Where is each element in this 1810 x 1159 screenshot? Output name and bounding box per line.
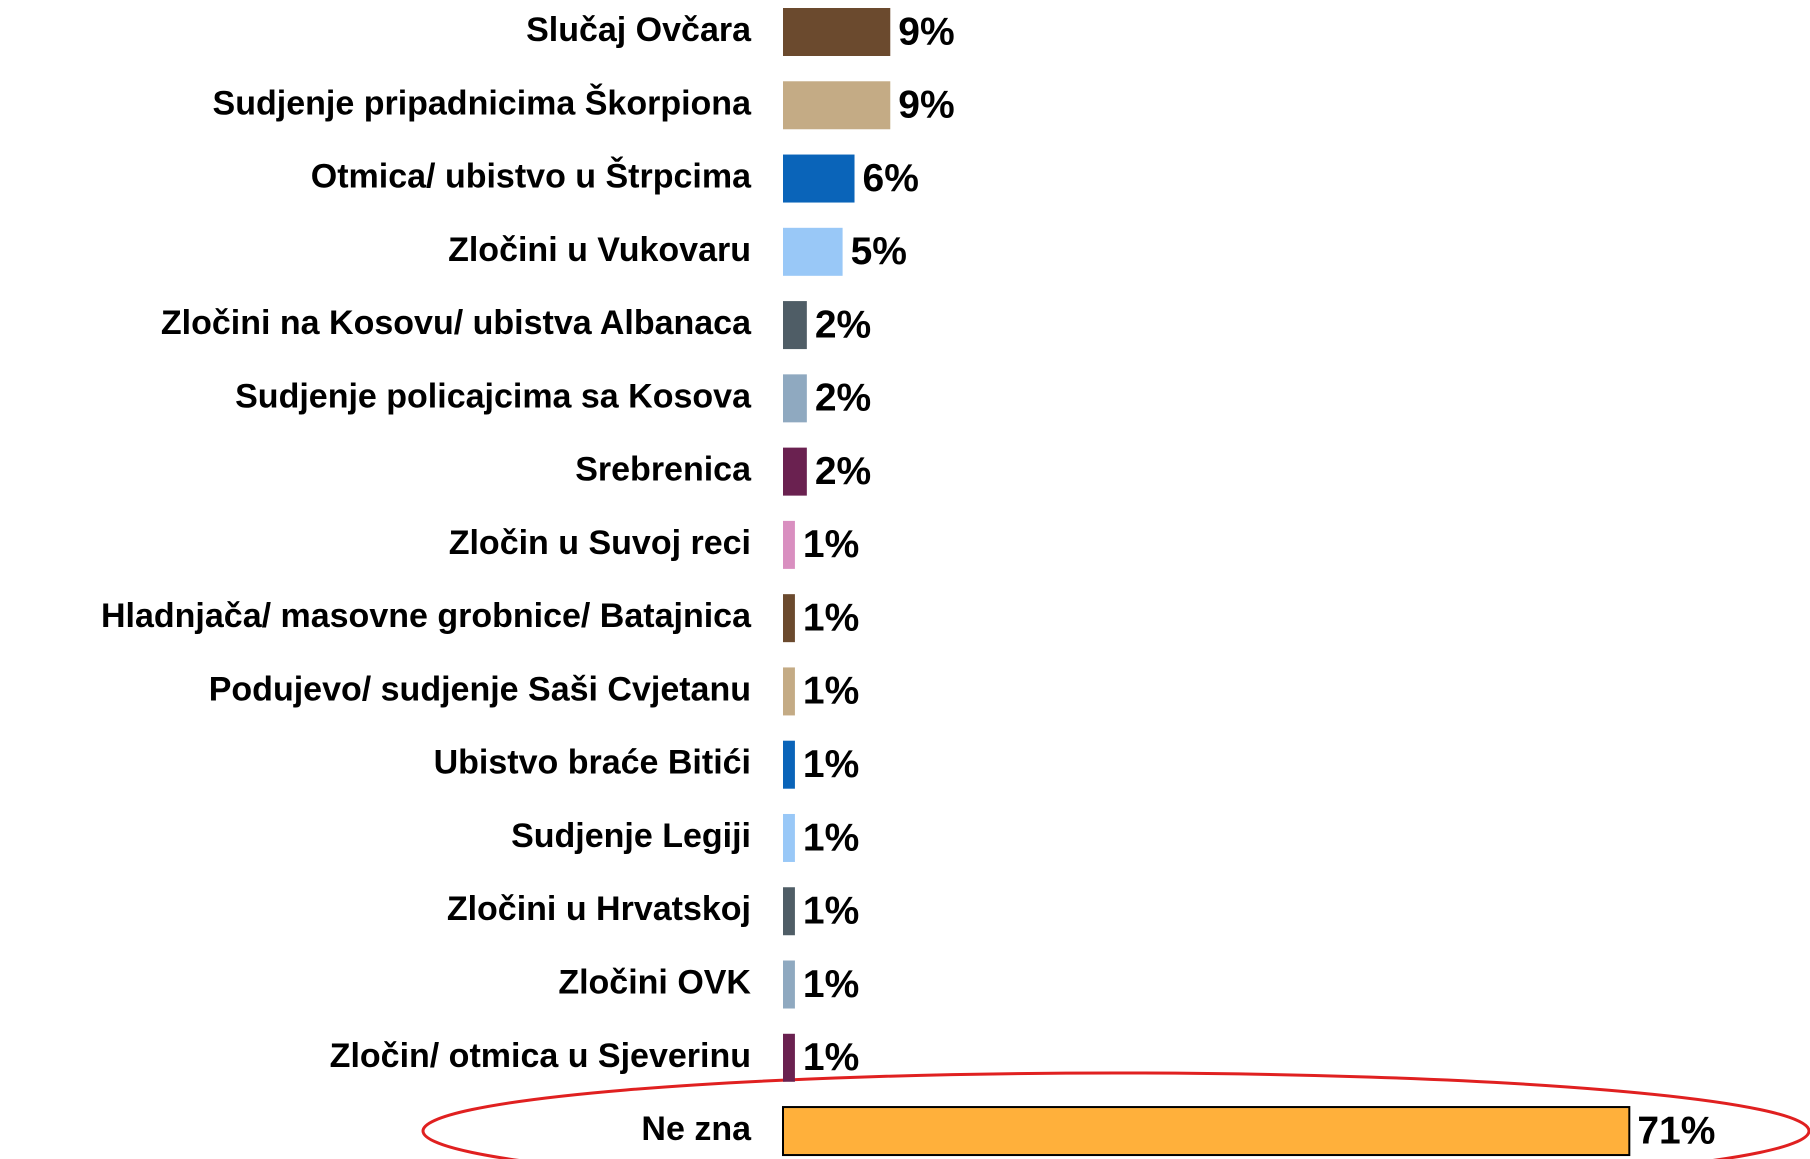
bar: [783, 520, 795, 569]
category-label: Srebrenica: [575, 451, 752, 489]
value-label: 2%: [815, 450, 871, 493]
bar: [783, 374, 807, 423]
value-label: 1%: [803, 1036, 859, 1079]
value-label: 1%: [803, 743, 859, 786]
category-label: Zločini na Kosovu/ ubistva Albanaca: [161, 304, 752, 342]
value-label: 1%: [803, 596, 859, 639]
bar: [783, 154, 855, 203]
value-label: 1%: [803, 890, 859, 933]
bar: [783, 447, 807, 496]
value-label: 1%: [803, 670, 859, 713]
value-label: 71%: [1637, 1109, 1715, 1152]
value-label: 2%: [815, 377, 871, 420]
category-label: Sudjenje policajcima sa Kosova: [235, 377, 752, 415]
category-label: Zločin/ otmica u Sjeverinu: [330, 1037, 751, 1075]
category-label: Otmica/ ubistvo u Štrpcima: [311, 157, 752, 196]
bar: [783, 813, 795, 862]
category-label: Zločini u Vukovaru: [448, 231, 751, 269]
bar: [783, 81, 891, 130]
bar: [782, 1106, 1631, 1157]
bar: [783, 1033, 795, 1082]
category-label: Ubistvo braće Bitići: [434, 744, 751, 782]
bar: [783, 301, 807, 350]
category-label: Hladnjača/ masovne grobnice/ Batajnica: [101, 597, 752, 635]
category-label: Ne zna: [641, 1110, 752, 1148]
highlight-ellipse: [421, 1071, 1810, 1159]
bar: [783, 594, 795, 643]
value-label: 1%: [803, 816, 859, 859]
category-label: Sudjenje Legiji: [511, 817, 751, 855]
bar: [783, 667, 795, 716]
category-label: Zločini u Hrvatskoj: [447, 890, 751, 928]
bar: [783, 960, 795, 1009]
bar: [783, 227, 843, 276]
category-label: Slučaj Ovčara: [526, 11, 752, 49]
bar: [783, 740, 795, 789]
category-label: Podujevo/ sudjenje Saši Cvjetanu: [209, 670, 751, 708]
value-label: 1%: [803, 523, 859, 566]
value-label: 6%: [863, 157, 919, 200]
bar: [783, 887, 795, 936]
value-label: 9%: [898, 10, 954, 53]
value-label: 5%: [851, 230, 907, 273]
value-label: 1%: [803, 963, 859, 1006]
value-label: 9%: [898, 84, 954, 127]
category-label: Zločin u Suvoj reci: [449, 524, 751, 562]
category-label: Zločini OVK: [558, 963, 751, 1001]
bar: [783, 8, 891, 56]
category-label: Sudjenje pripadnicima Škorpiona: [213, 83, 753, 122]
value-label: 2%: [815, 303, 871, 346]
